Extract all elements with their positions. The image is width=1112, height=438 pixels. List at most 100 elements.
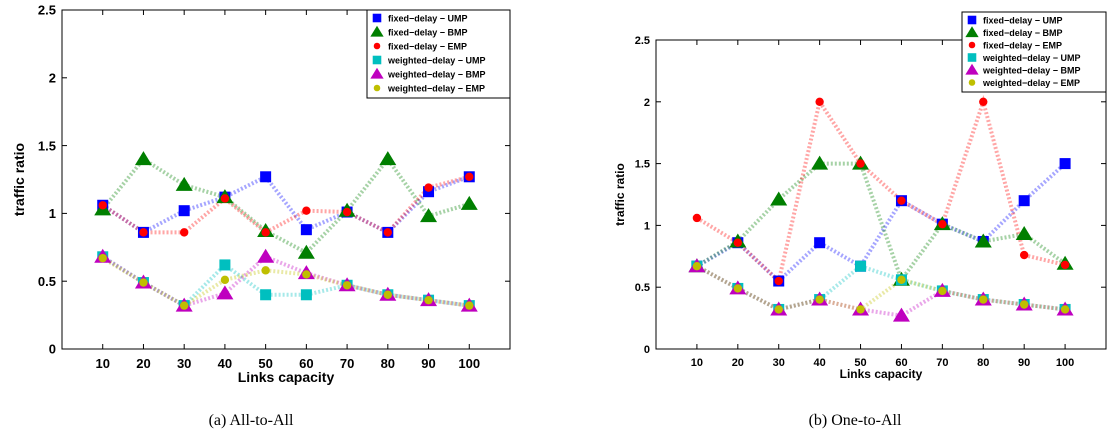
data-point bbox=[1019, 300, 1029, 309]
legend-label: weighted−delay − BMP bbox=[982, 65, 1081, 75]
data-point bbox=[692, 261, 702, 271]
data-point bbox=[465, 172, 474, 181]
chart-panel-1: 10 20 30 40 50 60 70 80 90 100 0 0.5 1 1.5 2 2.5 Links c… bbox=[11, 3, 511, 429]
x-tick-label: 50 bbox=[258, 356, 272, 371]
data-point bbox=[892, 307, 910, 322]
x-tick-label: 90 bbox=[1018, 357, 1030, 369]
data-point bbox=[134, 151, 152, 166]
data-point bbox=[1018, 195, 1030, 207]
legend-marker bbox=[373, 42, 381, 50]
data-point bbox=[897, 275, 906, 284]
y-axis-label: traffic ratio bbox=[613, 163, 627, 226]
data-point bbox=[460, 195, 478, 210]
y-tick-label: 2 bbox=[644, 97, 650, 109]
data-point bbox=[979, 97, 988, 107]
data-point bbox=[220, 275, 230, 285]
data-point bbox=[424, 183, 433, 192]
legend-marker bbox=[370, 67, 384, 79]
series-line bbox=[101, 254, 470, 308]
data-point bbox=[420, 208, 438, 223]
legend-marker bbox=[968, 41, 976, 49]
panel-caption: (a) All-to-All bbox=[209, 412, 294, 429]
data-point bbox=[815, 97, 824, 107]
data-point bbox=[302, 270, 311, 279]
y-tick-label: 0 bbox=[644, 344, 650, 356]
data-point bbox=[178, 205, 190, 217]
data-point bbox=[938, 286, 947, 296]
x-tick-label: 70 bbox=[340, 356, 354, 371]
x-tick-label: 70 bbox=[936, 357, 948, 369]
legend-label: weighted−delay − EMP bbox=[387, 83, 485, 93]
legend-marker-shape bbox=[965, 63, 979, 75]
legend-marker-shape bbox=[965, 26, 979, 38]
data-point bbox=[383, 228, 393, 237]
legend-marker-shape bbox=[370, 25, 384, 37]
data-point bbox=[465, 301, 474, 310]
data-point bbox=[1060, 305, 1070, 314]
plot-frame bbox=[61, 9, 511, 350]
legend-marker-shape bbox=[370, 67, 384, 79]
legend-label: fixed−delay − BMP bbox=[983, 28, 1063, 38]
series-line bbox=[695, 264, 1066, 312]
data-point bbox=[1015, 226, 1033, 241]
series-line bbox=[695, 94, 1066, 285]
series-line bbox=[101, 174, 470, 235]
data-point bbox=[219, 259, 231, 271]
data-point bbox=[383, 290, 393, 299]
data-point bbox=[1019, 250, 1029, 260]
x-tick-label: 40 bbox=[814, 357, 826, 369]
legend-marker-shape bbox=[372, 55, 382, 65]
data-point bbox=[774, 305, 783, 314]
legend-label: weighted−delay − BMP bbox=[387, 69, 486, 79]
legend-label: fixed−delay − UMP bbox=[983, 15, 1063, 25]
data-point bbox=[1059, 158, 1071, 170]
data-point bbox=[179, 301, 189, 310]
data-point bbox=[424, 295, 433, 305]
legend-marker-shape bbox=[373, 84, 381, 92]
legend-label: fixed−delay − BMP bbox=[388, 27, 468, 37]
x-tick-label: 60 bbox=[895, 357, 907, 369]
data-point bbox=[733, 284, 743, 293]
legend-marker-shape bbox=[967, 53, 977, 62]
data-point bbox=[814, 237, 826, 249]
data-point bbox=[257, 248, 275, 263]
legend-marker bbox=[965, 26, 979, 38]
series-line bbox=[695, 263, 1066, 312]
x-tick-label: 30 bbox=[773, 357, 785, 369]
legend-marker bbox=[372, 13, 382, 23]
data-point bbox=[979, 295, 988, 304]
legend-marker bbox=[968, 79, 976, 86]
data-point bbox=[856, 305, 865, 314]
y-tick-label: 2.5 bbox=[635, 35, 650, 47]
legend-marker bbox=[370, 25, 384, 37]
x-axis-label: Links capacity bbox=[840, 367, 923, 381]
y-tick-label: 1 bbox=[644, 220, 650, 232]
data-point bbox=[774, 276, 783, 286]
data-point bbox=[897, 196, 906, 205]
y-tick-label: 1 bbox=[49, 206, 56, 221]
x-tick-label: 60 bbox=[299, 356, 313, 371]
data-point bbox=[855, 260, 867, 272]
data-point bbox=[220, 194, 230, 203]
legend-marker-shape bbox=[372, 13, 382, 23]
y-tick-label: 1.5 bbox=[38, 138, 56, 153]
x-tick-label: 50 bbox=[854, 357, 866, 369]
x-tick-label: 10 bbox=[691, 357, 703, 369]
data-point bbox=[179, 228, 189, 237]
y-axis-label: traffic ratio bbox=[11, 143, 27, 216]
data-point bbox=[856, 159, 865, 168]
y-tick-label: 1.5 bbox=[635, 159, 650, 171]
chart-panel-2: 10 20 30 40 50 60 70 80 90 100 0 0.5 1 1.5 2 2.5 Links c… bbox=[613, 11, 1107, 429]
legend-box bbox=[366, 9, 511, 99]
data-point bbox=[216, 285, 234, 300]
data-point bbox=[297, 244, 315, 259]
legend-marker bbox=[967, 53, 977, 62]
data-point bbox=[379, 151, 397, 166]
x-tick-label: 10 bbox=[95, 356, 109, 371]
series-line bbox=[695, 161, 1067, 285]
series-line bbox=[695, 264, 1066, 318]
y-tick-label: 0.5 bbox=[38, 274, 56, 289]
legend-marker-shape bbox=[968, 41, 976, 49]
x-tick-label: 80 bbox=[977, 357, 989, 369]
